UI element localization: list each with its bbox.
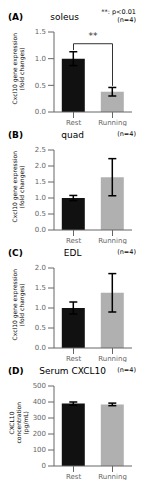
html-text:**: p<0.01 (n=4): **: p<0.01 (n=4) — [101, 8, 136, 24]
html-text:(A): (A) — [8, 12, 24, 22]
svg-text:300: 300 — [33, 414, 46, 422]
svg-text:0.5: 0.5 — [35, 82, 46, 90]
html-text:CXCL10 concentration (pg/mL): CXCL10 concentration (pg/mL) — [7, 402, 29, 444]
svg-text:0.5: 0.5 — [35, 324, 46, 332]
svg-text:2.0: 2.0 — [35, 264, 46, 272]
svg-text:400: 400 — [33, 398, 46, 406]
svg-text:0.5: 0.5 — [35, 210, 46, 218]
html-text:(n=4): (n=4) — [117, 248, 136, 257]
svg-text:Running: Running — [98, 119, 127, 126]
html-text:EDL: EDL — [63, 248, 82, 258]
html-text:soleus: soleus — [50, 12, 79, 22]
svg-text:200: 200 — [33, 430, 46, 438]
svg-text:Rest: Rest — [66, 119, 82, 126]
html-text:Cxcl10 gene expression (fold c: Cxcl10 gene expression (fold changes) — [11, 269, 25, 341]
html-text:Cxcl10 gene expression (fold c: Cxcl10 gene expression (fold changes) — [11, 33, 25, 105]
svg-text:Rest: Rest — [66, 355, 82, 362]
svg-text:1.0: 1.0 — [35, 194, 46, 202]
svg-text:1.5: 1.5 — [35, 284, 46, 292]
svg-text:0.0: 0.0 — [35, 344, 46, 352]
svg-text:Rest: Rest — [66, 237, 82, 244]
svg-text:0.0: 0.0 — [35, 108, 46, 116]
svg-text:Running: Running — [98, 473, 127, 480]
html-text:(n=4): (n=4) — [117, 130, 136, 139]
svg-text:2.5: 2.5 — [35, 146, 46, 154]
svg-text:2.0: 2.0 — [35, 162, 46, 170]
html-text:(C): (C) — [8, 248, 23, 258]
svg-text:**: ** — [89, 31, 99, 41]
svg-text:100: 100 — [33, 446, 46, 454]
html-text:Serum CXCL10: Serum CXCL10 — [39, 366, 106, 376]
svg-text:1.0: 1.0 — [35, 55, 46, 63]
svg-text:Running: Running — [98, 237, 127, 244]
svg-text:1.5: 1.5 — [35, 28, 46, 36]
svg-text:0: 0 — [42, 462, 46, 470]
svg-text:1.5: 1.5 — [35, 178, 46, 186]
html-text:(n=4): (n=4) — [117, 366, 136, 375]
svg-text:0.0: 0.0 — [35, 226, 46, 234]
svg-text:Running: Running — [98, 355, 127, 362]
svg-text:Rest: Rest — [66, 473, 82, 480]
html-text:(D): (D) — [8, 366, 24, 376]
svg-text:1.0: 1.0 — [35, 304, 46, 312]
html-text:quad: quad — [61, 130, 84, 140]
html-text:(B): (B) — [8, 130, 24, 140]
svg-text:500: 500 — [33, 382, 46, 390]
html-text:Cxcl10 gene expression (fold c: Cxcl10 gene expression (fold changes) — [11, 151, 25, 223]
